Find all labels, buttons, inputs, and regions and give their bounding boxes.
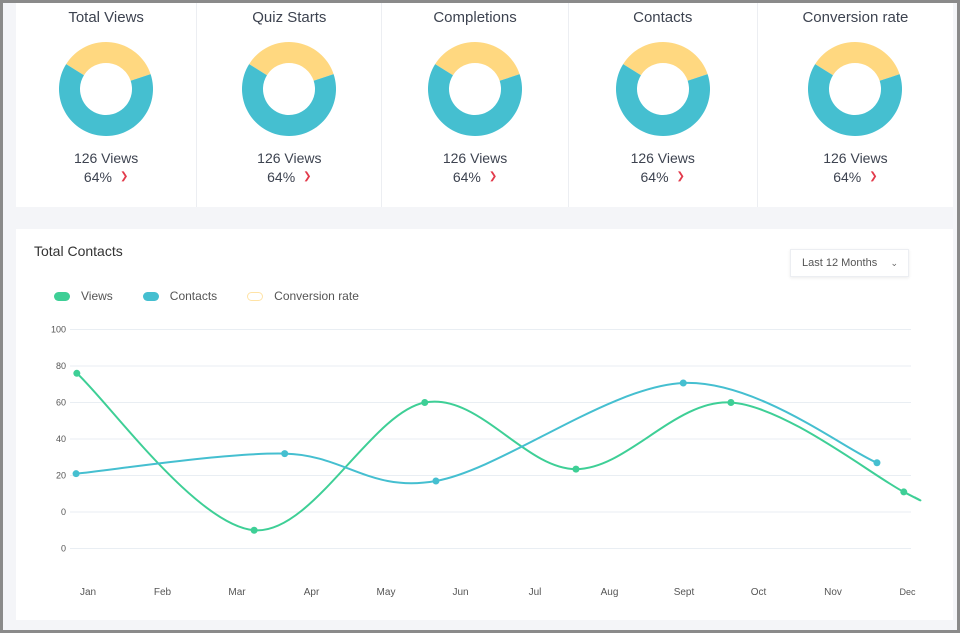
x-tick-label: Aug — [601, 587, 619, 598]
legend-item-contacts[interactable]: Contacts — [142, 289, 218, 303]
donut-slice-remaining — [249, 42, 334, 81]
donut-chart — [242, 42, 337, 136]
stat-card-total-views: Total Views 126 Views 64% ❯ — [16, 0, 198, 207]
period-dropdown-label: Last 12 Months — [802, 257, 878, 269]
donut-chart — [59, 42, 154, 136]
x-tick-label: Mar — [228, 587, 246, 598]
y-tick-label: 80 — [56, 361, 66, 371]
x-tick-label: Apr — [304, 587, 320, 598]
data-point[interactable] — [250, 526, 258, 534]
legend-swatch — [54, 291, 70, 301]
stat-title: Total Views — [68, 9, 144, 26]
donut-slice-share — [428, 64, 523, 136]
stats-row: Total Views 126 Views 64% ❯ Quiz Starts 1… — [16, 0, 953, 207]
data-point[interactable] — [679, 379, 687, 387]
chart-legend: Views Contacts Conversion rate — [54, 289, 389, 303]
chevron-down-icon: ❯ — [676, 171, 685, 182]
stat-value: 126 Views — [823, 150, 888, 166]
stat-value: 126 Views — [73, 150, 139, 166]
stat-percent: 64% — [83, 169, 112, 185]
stat-title: Conversion rate — [802, 9, 909, 26]
x-tick-label: Dec — [899, 587, 916, 597]
x-tick-label: Nov — [824, 587, 842, 598]
chevron-down-icon: ❯ — [869, 171, 878, 182]
data-point[interactable] — [281, 450, 289, 458]
data-point[interactable] — [900, 488, 908, 496]
stat-card-contacts: Contacts 126 Views 64% ❯ — [569, 0, 758, 207]
chart-title: Total Contacts — [34, 243, 123, 259]
x-tick-label: Jan — [80, 587, 96, 598]
x-tick-label: Sept — [674, 587, 695, 598]
chevron-down-icon: ❯ — [119, 171, 129, 182]
data-point[interactable] — [873, 459, 881, 467]
x-tick-label: May — [377, 587, 396, 598]
period-dropdown[interactable]: Last 12 Months ⌄ — [790, 249, 909, 277]
legend-label: Views — [81, 289, 113, 303]
stat-value: 126 Views — [630, 150, 695, 166]
stat-title: Quiz Starts — [252, 9, 327, 26]
x-tick-label: Feb — [154, 587, 172, 598]
data-point[interactable] — [727, 399, 735, 406]
stat-percent: 64% — [267, 169, 296, 185]
data-point[interactable] — [73, 369, 81, 377]
donut-chart — [615, 42, 710, 136]
stat-title: Completions — [433, 9, 517, 26]
donut-slice-share — [808, 64, 903, 136]
data-point[interactable] — [421, 399, 429, 406]
stat-value: 126 Views — [442, 150, 508, 166]
legend-item-conversion-rate[interactable]: Conversion rate — [247, 289, 359, 303]
donut-slice-remaining — [815, 42, 901, 81]
donut-slice-share — [59, 64, 154, 136]
legend-swatch — [247, 291, 264, 301]
chevron-down-icon: ⌄ — [890, 257, 898, 268]
donut-slice-share — [242, 64, 337, 136]
chevron-down-icon: ❯ — [488, 171, 498, 182]
data-point[interactable] — [72, 470, 80, 478]
stat-percent: 64% — [833, 169, 862, 185]
legend-label: Contacts — [169, 289, 218, 303]
y-tick-label: 60 — [56, 398, 66, 408]
total-contacts-card: Total Contacts Last 12 Months ⌄ Views Co… — [16, 229, 953, 620]
donut-chart — [808, 42, 903, 136]
legend-swatch — [142, 291, 159, 301]
stat-card-quiz-starts: Quiz Starts 126 Views 64% ❯ — [197, 0, 383, 207]
stat-title: Contacts — [633, 9, 693, 26]
donut-slice-share — [615, 64, 710, 136]
y-tick-label: 0 — [61, 544, 66, 554]
donut-slice-remaining — [435, 42, 520, 81]
donut-slice-remaining — [66, 42, 151, 81]
data-point[interactable] — [572, 465, 580, 473]
stat-percent: 64% — [452, 169, 481, 185]
x-tick-label: Jun — [452, 587, 468, 598]
stat-percent: 64% — [640, 169, 669, 185]
y-tick-label: 40 — [56, 434, 66, 444]
data-point[interactable] — [432, 477, 440, 485]
series-line-contacts — [75, 381, 878, 485]
y-tick-label: 100 — [51, 325, 66, 335]
x-tick-label: Oct — [751, 587, 767, 598]
stat-value: 126 Views — [257, 150, 322, 166]
stat-card-completions: Completions 126 Views 64% ❯ — [382, 0, 569, 207]
legend-label: Conversion rate — [274, 289, 359, 303]
chevron-down-icon: ❯ — [303, 171, 312, 182]
y-tick-label: 20 — [56, 471, 66, 481]
legend-item-views[interactable]: Views — [54, 289, 113, 303]
series-line-views — [76, 372, 922, 532]
donut-slice-remaining — [622, 42, 708, 81]
y-tick-label: 0 — [61, 507, 66, 517]
donut-chart — [428, 42, 523, 136]
stat-card-conversion-rate: Conversion rate 126 Views 64% ❯ — [758, 0, 953, 207]
x-tick-label: Jul — [529, 587, 542, 598]
